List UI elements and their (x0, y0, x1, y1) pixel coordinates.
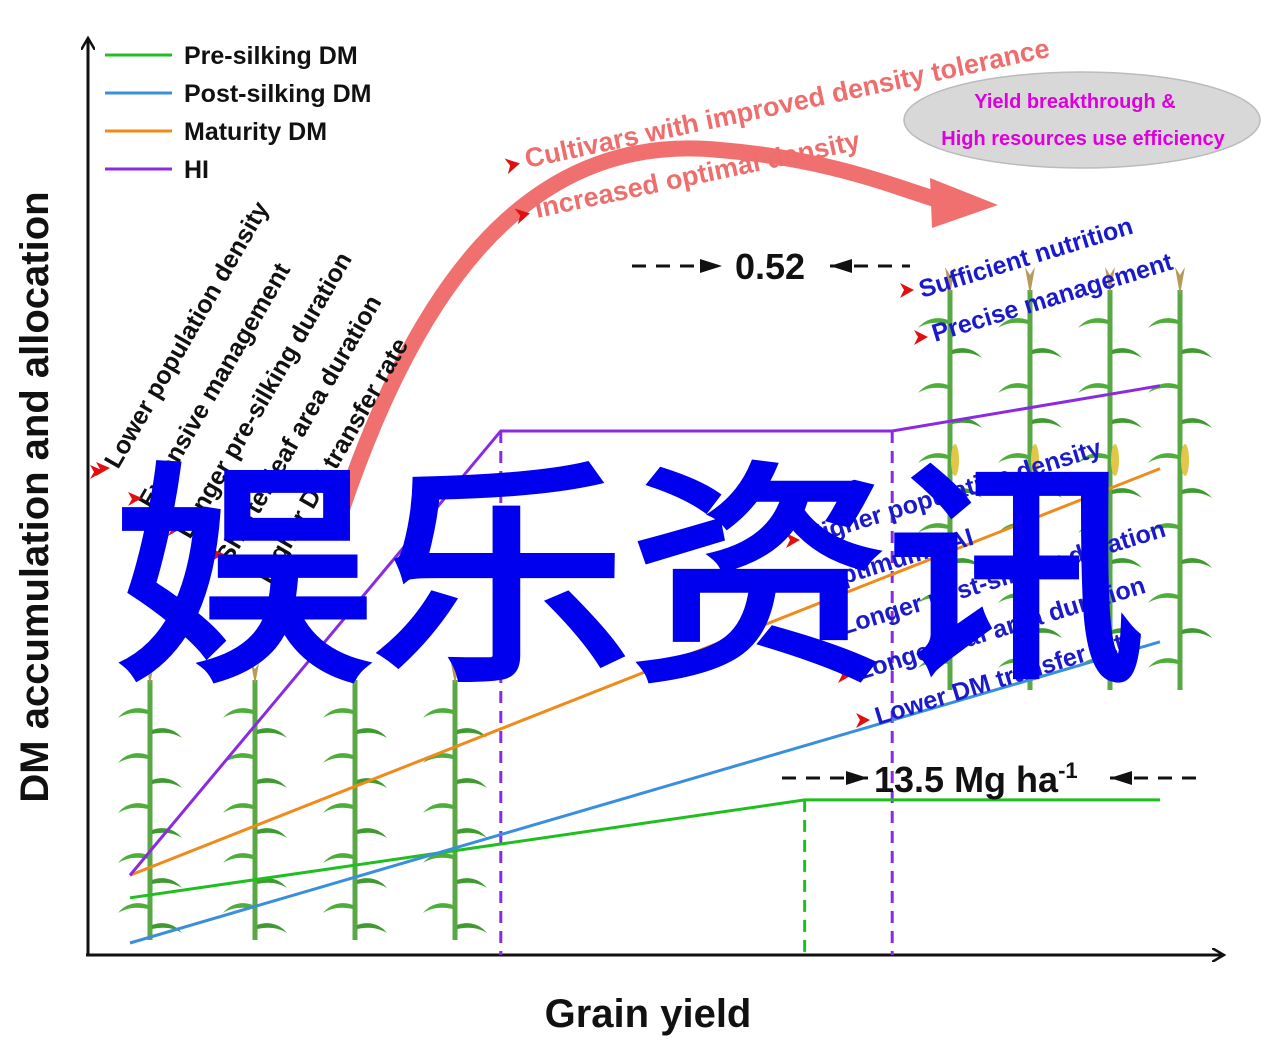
legend-presilking: Pre-silking DM (184, 42, 358, 70)
legend-maturity: Maturity DM (184, 118, 327, 146)
x-axis-label: Grain yield (545, 992, 752, 1036)
big-curved-arrow (327, 140, 963, 538)
ellipse-text-line1: Yield breakthrough & (974, 91, 1176, 113)
chart-layer (128, 384, 1161, 955)
y-axis-label: DM accumulation and allocation (13, 191, 57, 802)
yield-dimension: 13.5 Mg ha-1 (782, 758, 1196, 800)
ellipse-text-line2: High resources use efficiency (941, 128, 1225, 150)
legend-hi: HI (184, 156, 209, 184)
legend: Pre-silking DM Post-silking DM Maturity … (105, 42, 372, 184)
hi-dimension: 0.52 (632, 246, 910, 287)
hi-value-label: 0.52 (735, 246, 805, 287)
big-arrow-head (930, 178, 998, 228)
watermark: 娱乐资讯 (115, 443, 1145, 716)
yield-value-label: 13.5 Mg ha-1 (874, 758, 1078, 800)
series-line-pre-silking-dm (129, 798, 1160, 900)
legend-postsilking: Post-silking DM (184, 80, 372, 108)
series-line-maturity-dm (129, 467, 1161, 877)
series-line-post-silking-dm (129, 640, 1161, 945)
yield-breakthrough-ellipse (903, 71, 1261, 169)
series-line-hi (128, 384, 1161, 877)
right-top-factors: Sufficient nutrition Precise management (900, 212, 1177, 348)
